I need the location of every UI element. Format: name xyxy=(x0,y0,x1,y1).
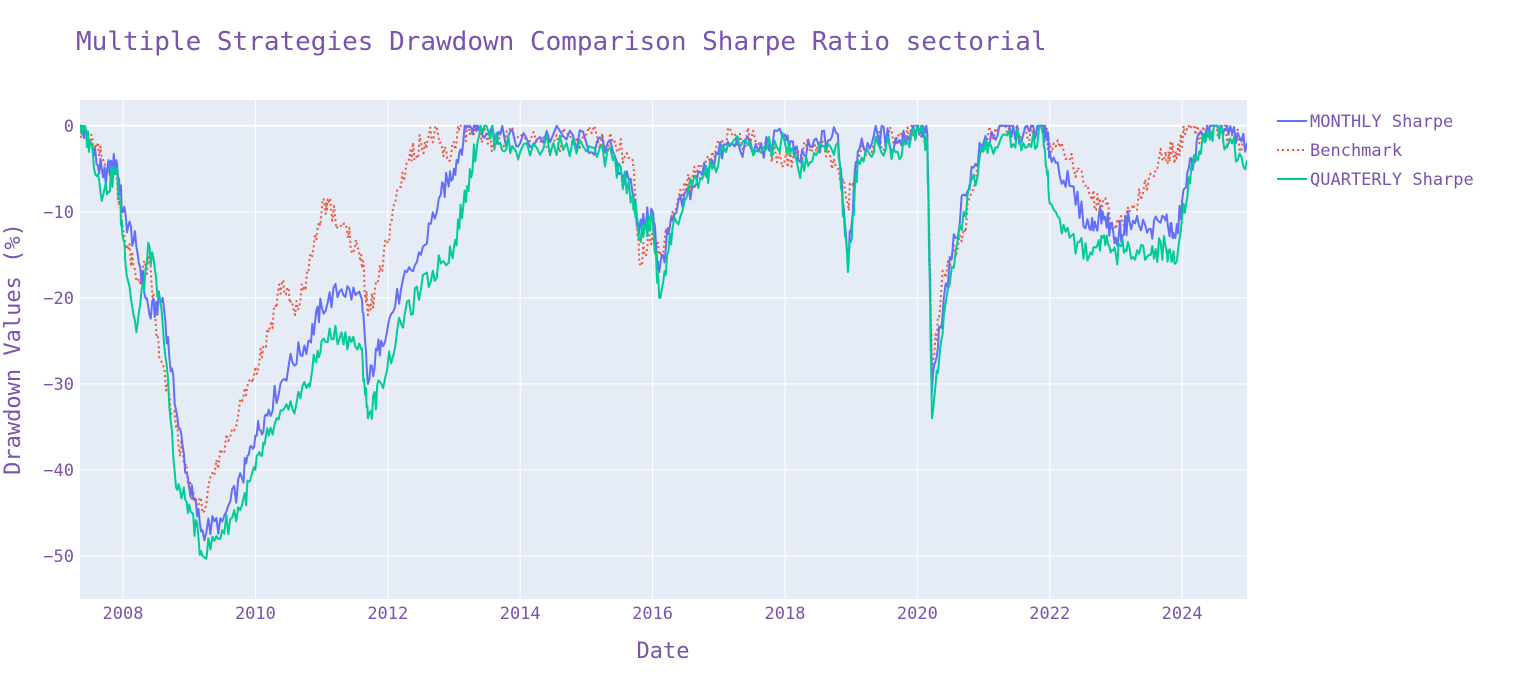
y-tick-label: −10 xyxy=(43,203,74,223)
legend-label: QUARTERLY Sharpe xyxy=(1310,170,1474,190)
series-lines xyxy=(80,124,1247,560)
x-tick-label: 2024 xyxy=(1162,604,1203,624)
series-line-quarterly-sharpe xyxy=(80,124,1247,560)
plot-area xyxy=(80,100,1247,599)
legend-label: MONTHLY Sharpe xyxy=(1310,112,1453,132)
legend-item[interactable]: Benchmark xyxy=(1277,141,1402,161)
y-axis-title: Drawdown Values (%) xyxy=(1,223,26,475)
x-axis-title: Date xyxy=(637,639,690,664)
y-tick-label: −20 xyxy=(43,289,74,309)
gridlines xyxy=(80,100,1247,599)
x-tick-label: 2014 xyxy=(500,604,541,624)
x-tick-label: 2018 xyxy=(764,604,805,624)
y-tick-label: 0 xyxy=(64,117,74,137)
x-tick-label: 2016 xyxy=(632,604,673,624)
x-tick-label: 2022 xyxy=(1029,604,1070,624)
x-tick-label: 2020 xyxy=(897,604,938,624)
series-line-monthly-sharpe xyxy=(80,124,1247,542)
legend-item[interactable]: MONTHLY Sharpe xyxy=(1277,112,1453,132)
x-tick-label: 2012 xyxy=(367,604,408,624)
legend-label: Benchmark xyxy=(1310,141,1402,161)
y-tick-label: −50 xyxy=(43,547,74,567)
y-axis-ticks: 0 −10 −20 −30 −40 −50 xyxy=(43,117,74,567)
x-tick-label: 2010 xyxy=(235,604,276,624)
y-tick-label: −40 xyxy=(43,461,74,481)
chart-title: Multiple Strategies Drawdown Comparison … xyxy=(76,27,1047,57)
x-tick-label: 2008 xyxy=(103,604,144,624)
legend-item[interactable]: QUARTERLY Sharpe xyxy=(1277,170,1474,190)
legend[interactable]: MONTHLY Sharpe Benchmark QUARTERLY Sharpe xyxy=(1277,112,1474,190)
x-axis-ticks: 2008 2010 2012 2014 2016 2018 2020 2022 2024 xyxy=(103,604,1203,624)
y-tick-label: −30 xyxy=(43,375,74,395)
